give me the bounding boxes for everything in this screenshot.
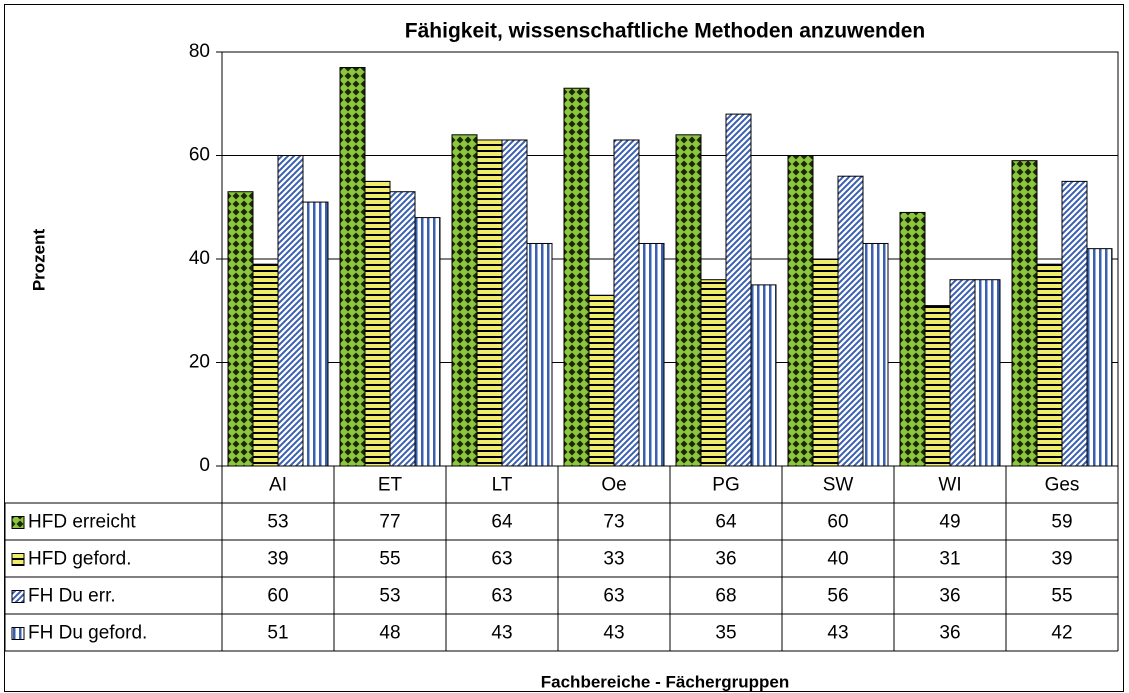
- table-cell: 63: [491, 549, 512, 570]
- table-cell: 63: [603, 586, 624, 607]
- legend-label: HFD geford.: [28, 549, 131, 570]
- legend-label: FH Du geford.: [28, 623, 147, 644]
- bar: [974, 279, 1001, 467]
- legend-key: [11, 590, 25, 603]
- bar: [302, 201, 329, 467]
- table-cell: 55: [379, 549, 400, 570]
- bar: [837, 175, 864, 467]
- bar: [725, 113, 752, 467]
- bar: [588, 294, 615, 467]
- y-tick-label: 60: [189, 145, 210, 166]
- bar: [501, 139, 528, 467]
- table-cell: 53: [379, 586, 400, 607]
- bar: [389, 191, 416, 467]
- x-axis-title: Fachbereiche - Fächergruppen: [541, 672, 789, 691]
- bar: [451, 134, 478, 467]
- table-cell: 64: [491, 512, 513, 533]
- x-tick-label: AI: [269, 475, 287, 496]
- bar: [1036, 263, 1063, 467]
- table-cell: 48: [379, 623, 400, 644]
- frame: [4, 4, 1124, 692]
- bar: [700, 279, 727, 467]
- bar: [1011, 160, 1038, 467]
- table-cell: 36: [715, 549, 736, 570]
- x-tick-label: Ges: [1045, 475, 1080, 496]
- bar: [787, 155, 814, 467]
- bar: [277, 155, 304, 467]
- table-cell: 55: [1051, 586, 1072, 607]
- table-cell: 39: [1051, 549, 1072, 570]
- legend-key: [11, 516, 25, 529]
- bar: [414, 217, 441, 467]
- bar: [613, 139, 640, 467]
- table-cell: 43: [603, 623, 624, 644]
- table-cell: 73: [603, 512, 624, 533]
- table-cell: 63: [491, 586, 512, 607]
- x-tick-label: SW: [823, 475, 854, 496]
- legend-label: FH Du err.: [28, 586, 116, 607]
- x-tick-label: ET: [378, 475, 403, 496]
- table-cell: 39: [267, 549, 288, 570]
- bar: [899, 211, 926, 467]
- bar: [252, 263, 279, 467]
- table-cell: 43: [491, 623, 512, 644]
- table-cell: 51: [267, 623, 288, 644]
- table-cell: 68: [715, 586, 736, 607]
- table-cell: 36: [939, 586, 960, 607]
- table-cell: 36: [939, 623, 960, 644]
- x-tick-label: LT: [492, 475, 513, 496]
- table-cell: 77: [379, 512, 400, 533]
- bar: [675, 134, 702, 467]
- bar: [227, 191, 254, 467]
- bar: [364, 180, 391, 467]
- table-cell: 60: [267, 586, 288, 607]
- legend-label: HFD erreicht: [28, 512, 136, 533]
- bar: [862, 242, 889, 467]
- x-tick-label: Oe: [601, 475, 626, 496]
- table-cell: 59: [1051, 512, 1072, 533]
- chart-title: Fähigkeit, wissenschaftliche Methoden an…: [405, 20, 925, 43]
- x-tick-label: WI: [938, 475, 961, 496]
- bar: [924, 305, 951, 467]
- legend-key: [11, 627, 25, 640]
- bar: [750, 284, 777, 467]
- y-tick-label: 80: [189, 41, 210, 62]
- table-cell: 53: [267, 512, 288, 533]
- bar: [949, 279, 976, 467]
- table-cell: 40: [827, 549, 848, 570]
- table-cell: 60: [827, 512, 848, 533]
- bar: [476, 139, 503, 467]
- bar: [1061, 180, 1088, 467]
- table-cell: 64: [715, 512, 737, 533]
- bar: [526, 242, 553, 467]
- bar: [638, 242, 665, 467]
- x-tick-label: PG: [712, 475, 739, 496]
- table-cell: 33: [603, 549, 624, 570]
- table-cell: 35: [715, 623, 736, 644]
- table-cell: 49: [939, 512, 960, 533]
- y-tick-label: 0: [199, 455, 210, 476]
- table-cell: 31: [939, 549, 960, 570]
- table-cell: 56: [827, 586, 848, 607]
- legend-key: [11, 553, 25, 566]
- table-cell: 43: [827, 623, 848, 644]
- bar: [339, 67, 366, 467]
- y-axis-title: Prozent: [29, 228, 48, 291]
- bar: [812, 258, 839, 467]
- bar: [1086, 248, 1113, 467]
- y-tick-label: 40: [189, 248, 210, 269]
- y-tick-label: 20: [189, 352, 210, 373]
- bar: [563, 87, 590, 467]
- table-cell: 42: [1051, 623, 1072, 644]
